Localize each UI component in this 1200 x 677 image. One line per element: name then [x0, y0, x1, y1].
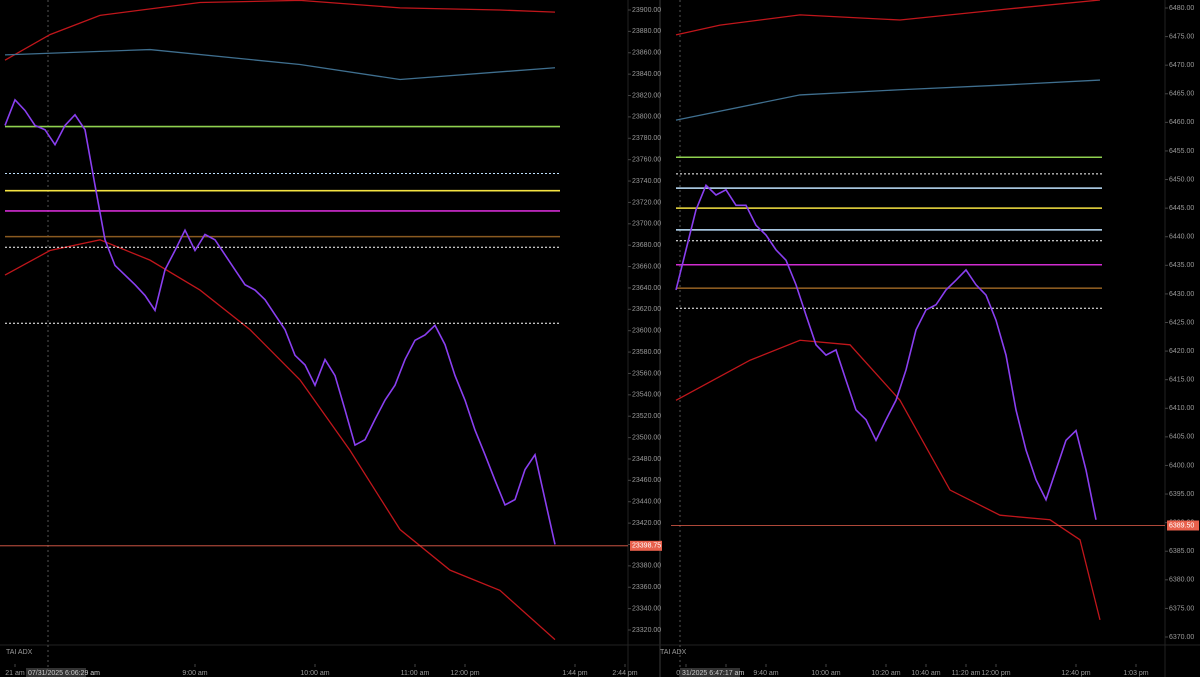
y-tick-label: 23340.00: [632, 605, 661, 612]
x-tick-label: 12:00 pm: [981, 670, 1010, 677]
y-tick-label: 23860.00: [632, 50, 661, 57]
indicator-label: TAI ADX: [6, 649, 33, 656]
y-tick-label: 23540.00: [632, 392, 661, 399]
y-tick-label: 23700.00: [632, 221, 661, 228]
band: [4, 0, 556, 61]
band: [4, 239, 556, 641]
y-tick-label: 23720.00: [632, 199, 661, 206]
date-label: 07/31/2025 6:06:29 am: [28, 670, 100, 677]
x-tick-label: 9:00 am: [182, 670, 207, 677]
y-tick-label: 6430.00: [1169, 291, 1194, 298]
y-tick-label: 6395.00: [1169, 491, 1194, 498]
y-tick-label: 23840.00: [632, 71, 661, 78]
y-tick-label: 23520.00: [632, 413, 661, 420]
price-tag: [630, 540, 662, 551]
y-tick-label: 6400.00: [1169, 462, 1194, 469]
x-tick-label: 11:20 am: [952, 670, 981, 677]
y-tick-label: 23800.00: [632, 114, 661, 121]
band: [675, 0, 1101, 36]
y-tick-label: 23740.00: [632, 178, 661, 185]
y-tick-label: 6445.00: [1169, 205, 1194, 212]
x-tick-label: 10:20 am: [871, 670, 900, 677]
y-tick-label: 6375.00: [1169, 605, 1194, 612]
y-tick-label: 23420.00: [632, 520, 661, 527]
y-tick-label: 23440.00: [632, 499, 661, 506]
y-tick-label: 6460.00: [1169, 119, 1194, 126]
x-tick-label: 11:00 am: [401, 670, 430, 677]
y-tick-label: 6405.00: [1169, 434, 1194, 441]
y-tick-label: 23640.00: [632, 285, 661, 292]
x-tick-label: 10:00 am: [811, 670, 840, 677]
y-tick-label: 6380.00: [1169, 577, 1194, 584]
y-tick-label: 23500.00: [632, 434, 661, 441]
y-tick-label: 23900.00: [632, 7, 661, 14]
y-tick-label: 6425.00: [1169, 319, 1194, 326]
y-tick-label: 6465.00: [1169, 91, 1194, 98]
price-tag-label: 6389.50: [1169, 522, 1194, 529]
y-tick-label: 6370.00: [1169, 634, 1194, 641]
date-tag: [680, 668, 740, 677]
y-tick-label: 23660.00: [632, 263, 661, 270]
y-tick-label: 6415.00: [1169, 377, 1194, 384]
price-tag: [1167, 520, 1199, 531]
y-tick-label: 6385.00: [1169, 548, 1194, 555]
y-tick-label: 23480.00: [632, 456, 661, 463]
x-tick-label: 1:03 pm: [1123, 670, 1148, 677]
y-tick-label: 6435.00: [1169, 262, 1194, 269]
y-tick-label: 6470.00: [1169, 62, 1194, 69]
x-tick-label: 21 am: [5, 670, 25, 677]
x-tick-label: 12:00 pm: [450, 670, 479, 677]
y-tick-label: 6420.00: [1169, 348, 1194, 355]
y-tick-label: 6455.00: [1169, 148, 1194, 155]
y-tick-label: 23620.00: [632, 306, 661, 313]
y-tick-label: 6450.00: [1169, 176, 1194, 183]
y-tick-label: 23380.00: [632, 563, 661, 570]
y-tick-label: 23580.00: [632, 349, 661, 356]
x-tick-label: 10:40 am: [911, 670, 940, 677]
y-tick-label: 23320.00: [632, 627, 661, 634]
x-tick-label: 12:40 pm: [1061, 670, 1090, 677]
y-tick-label: 23560.00: [632, 370, 661, 377]
y-tick-label: 23820.00: [632, 92, 661, 99]
y-tick-label: 6440.00: [1169, 234, 1194, 241]
band: [675, 79, 1101, 121]
band: [4, 48, 556, 81]
y-tick-label: 23460.00: [632, 477, 661, 484]
y-tick-label: 23600.00: [632, 328, 661, 335]
y-tick-label: 6410.00: [1169, 405, 1194, 412]
x-tick-label: 10:00 am: [300, 670, 329, 677]
y-tick-label: 6480.00: [1169, 5, 1194, 12]
price-line: [675, 183, 1097, 520]
price-line: [4, 98, 556, 545]
date-label: 31/2025 6:47:17 am: [682, 670, 744, 677]
band: [675, 339, 1101, 621]
y-tick-label: 23680.00: [632, 242, 661, 249]
y-tick-label: 23360.00: [632, 584, 661, 591]
x-tick-label: 2:44 pm: [612, 670, 637, 677]
y-tick-label: 23880.00: [632, 28, 661, 35]
y-tick-label: 23780.00: [632, 135, 661, 142]
indicator-label: TAI ADX: [660, 649, 687, 656]
x-tick-label: 1:44 pm: [562, 670, 587, 677]
date-tag: [26, 668, 86, 677]
x-tick-label: 9:40 am: [753, 670, 778, 677]
y-tick-label: 6475.00: [1169, 33, 1194, 40]
y-tick-label: 23760.00: [632, 156, 661, 163]
price-tag-label: 23398.75: [632, 543, 661, 550]
